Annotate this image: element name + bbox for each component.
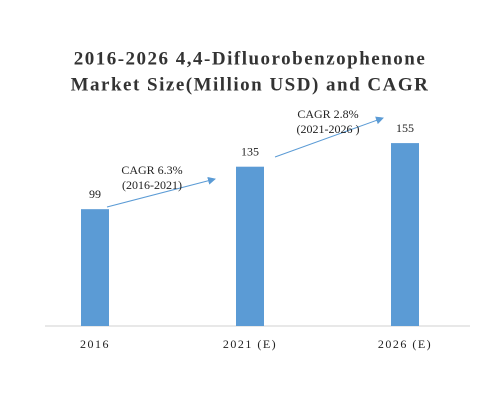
arrow: [274, 116, 384, 158]
chart-title: Market Size(Million USD) and CAGR: [71, 74, 430, 95]
bar: [391, 143, 419, 326]
x-tick-label: 2026 (E): [378, 337, 432, 351]
x-tick-label: 2021 (E): [223, 337, 277, 351]
value-label: 155: [396, 121, 414, 135]
bar: [236, 166, 264, 326]
arrow: [106, 176, 216, 208]
value-label: 135: [241, 144, 259, 158]
annotation: (2016-2021): [122, 178, 182, 192]
bar: [81, 209, 109, 326]
annotation: (2021-2026 ): [297, 122, 360, 136]
value-label: 99: [89, 187, 101, 201]
annotation: CAGR 6.3%: [121, 163, 182, 177]
chart-title: 2016-2026 4,4-Difluorobenzophenone: [74, 48, 427, 69]
x-tick-label: 2016: [80, 337, 110, 351]
annotation: CAGR 2.8%: [297, 107, 358, 121]
